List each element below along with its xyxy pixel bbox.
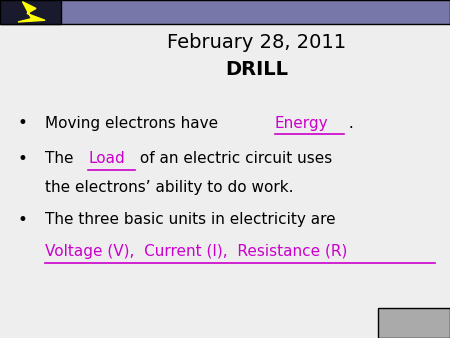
Text: •: • [18, 150, 28, 168]
Text: •: • [18, 114, 28, 132]
Text: Energy: Energy [274, 116, 328, 131]
Text: •: • [18, 211, 28, 229]
Text: the electrons’ ability to do work.: the electrons’ ability to do work. [45, 180, 293, 195]
Text: The: The [45, 151, 78, 166]
FancyBboxPatch shape [0, 0, 61, 24]
Text: DRILL: DRILL [225, 60, 288, 79]
Text: of an electric circuit uses: of an electric circuit uses [135, 151, 333, 166]
Text: Voltage (V),  Current (I),  Resistance (R): Voltage (V), Current (I), Resistance (R) [45, 244, 347, 259]
Text: The three basic units in electricity are: The three basic units in electricity are [45, 212, 336, 227]
FancyBboxPatch shape [0, 0, 450, 24]
FancyBboxPatch shape [378, 308, 450, 338]
Text: U3e-L2: U3e-L2 [388, 308, 427, 318]
Text: February 28, 2011: February 28, 2011 [167, 33, 346, 52]
Text: .: . [344, 116, 354, 131]
Polygon shape [18, 2, 45, 22]
Text: Load: Load [88, 151, 125, 166]
Text: Moving electrons have: Moving electrons have [45, 116, 223, 131]
